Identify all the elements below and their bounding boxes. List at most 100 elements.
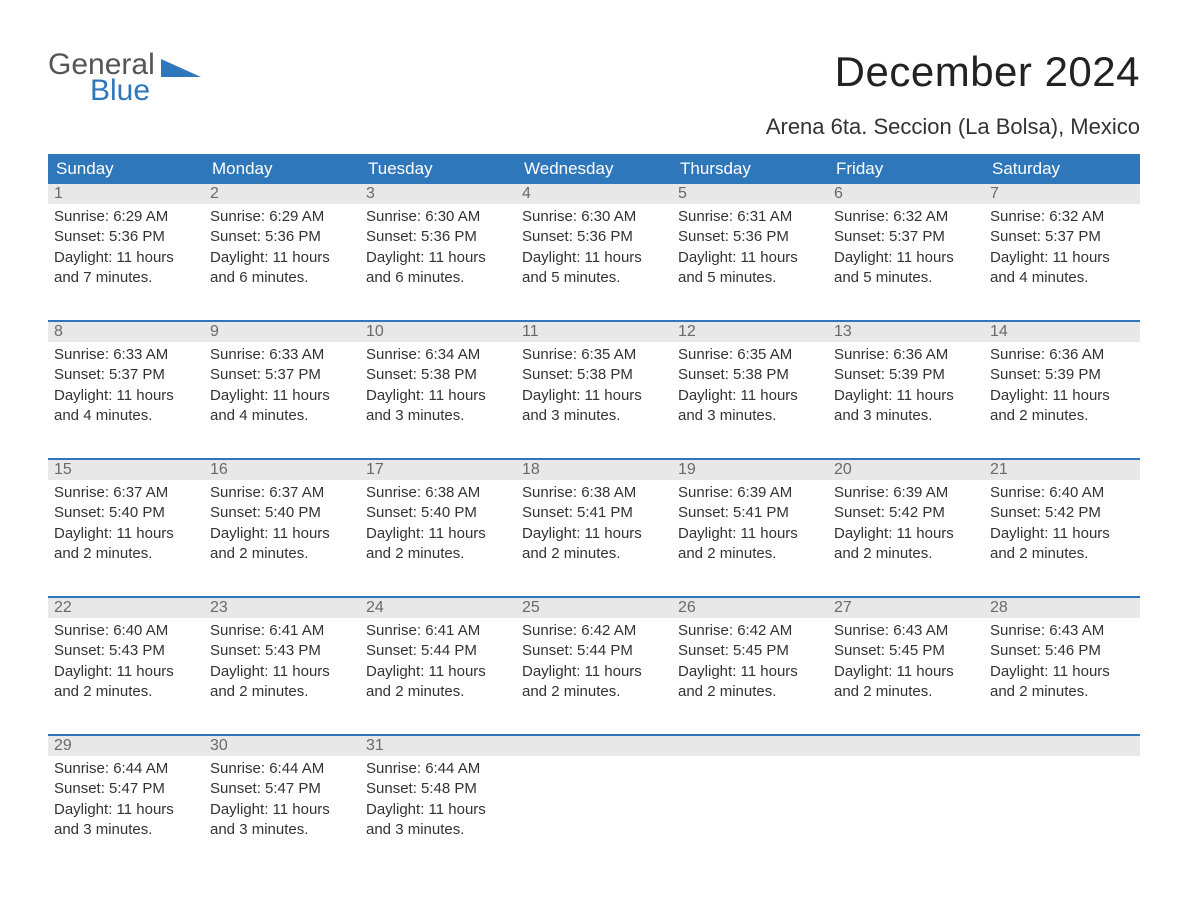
weekday-header: Sunday	[48, 154, 204, 184]
daylight-text: and 2 minutes.	[522, 682, 666, 702]
daylight-text: and 3 minutes.	[54, 820, 198, 840]
daylight-text: Daylight: 11 hours	[834, 386, 978, 406]
weekday-header: Thursday	[672, 154, 828, 184]
sunset-text: Sunset: 5:36 PM	[54, 227, 198, 247]
cell-body: Sunrise: 6:32 AMSunset: 5:37 PMDaylight:…	[828, 204, 984, 290]
day-number: 11	[516, 322, 672, 342]
day-number: 18	[516, 460, 672, 480]
calendar-cell: 5Sunrise: 6:31 AMSunset: 5:36 PMDaylight…	[672, 184, 828, 302]
day-number: 23	[204, 598, 360, 618]
sunset-text: Sunset: 5:36 PM	[678, 227, 822, 247]
daylight-text: and 3 minutes.	[366, 406, 510, 426]
sunset-text: Sunset: 5:40 PM	[54, 503, 198, 523]
cell-body: Sunrise: 6:36 AMSunset: 5:39 PMDaylight:…	[984, 342, 1140, 428]
calendar-cell	[516, 736, 672, 854]
sunrise-text: Sunrise: 6:31 AM	[678, 207, 822, 227]
calendar-week: 29Sunrise: 6:44 AMSunset: 5:47 PMDayligh…	[48, 734, 1140, 854]
sunrise-text: Sunrise: 6:44 AM	[54, 759, 198, 779]
calendar-week: 15 Sunrise: 6:37 AM Sunset: 5:40 PM Dayligh…	[48, 458, 1140, 578]
day-number: 22	[48, 598, 204, 618]
daylight-text: Daylight: 11 hours	[366, 662, 510, 682]
daylight-text: Daylight: 11 hours	[366, 386, 510, 406]
weekday-header: Monday	[204, 154, 360, 184]
calendar-cell: 29Sunrise: 6:44 AMSunset: 5:47 PMDayligh…	[48, 736, 204, 854]
daylight-text: and 2 minutes.	[210, 544, 354, 564]
daylight-text: and 2 minutes.	[366, 544, 510, 564]
day-number: 12	[672, 322, 828, 342]
day-number: 10	[360, 322, 516, 342]
sunrise-text: Sunrise: 6:37 AM	[210, 483, 354, 503]
day-number: 13	[828, 322, 984, 342]
calendar-cell: 21Sunrise: 6:40 AMSunset: 5:42 PMDayligh…	[984, 460, 1140, 578]
cell-body: Sunrise: 6:40 AMSunset: 5:43 PMDaylight:…	[48, 618, 204, 704]
cell-body: Sunrise: 6:30 AMSunset: 5:36 PMDaylight:…	[516, 204, 672, 290]
sunset-text: Sunset: 5:45 PM	[834, 641, 978, 661]
day-number: 26	[672, 598, 828, 618]
cell-body: Sunrise: 6:41 AMSunset: 5:44 PMDaylight:…	[360, 618, 516, 704]
calendar-cell: 23Sunrise: 6:41 AMSunset: 5:43 PMDayligh…	[204, 598, 360, 716]
calendar-cell: 14Sunrise: 6:36 AMSunset: 5:39 PMDayligh…	[984, 322, 1140, 440]
day-number: 4	[516, 184, 672, 204]
daylight-text: Daylight: 11 hours	[210, 524, 354, 544]
sunrise-text: Sunrise: 6:34 AM	[366, 345, 510, 365]
cell-body: Sunrise: 6:42 AMSunset: 5:45 PMDaylight:…	[672, 618, 828, 704]
calendar-cell: 11Sunrise: 6:35 AMSunset: 5:38 PMDayligh…	[516, 322, 672, 440]
day-number: 28	[984, 598, 1140, 618]
calendar-week: 22Sunrise: 6:40 AMSunset: 5:43 PMDayligh…	[48, 596, 1140, 716]
sunset-text: Sunset: 5:47 PM	[210, 779, 354, 799]
cell-body: Sunrise: 6:35 AMSunset: 5:38 PMDaylight:…	[516, 342, 672, 428]
sunrise-text: Sunrise: 6:41 AM	[366, 621, 510, 641]
cell-body: Sunrise: 6:38 AMSunset: 5:40 PMDaylight:…	[360, 480, 516, 566]
day-number: 29	[48, 736, 204, 756]
title-block: December 2024 Arena 6ta. Seccion (La Bol…	[766, 48, 1140, 140]
sunrise-text: Sunrise: 6:32 AM	[834, 207, 978, 227]
calendar-cell: 15Sunrise: 6:37 AMSunset: 5:40 PMDayligh…	[48, 460, 204, 578]
daylight-text: and 3 minutes.	[834, 406, 978, 426]
cell-body: Sunrise: 6:36 AMSunset: 5:39 PMDaylight:…	[828, 342, 984, 428]
sunset-text: Sunset: 5:37 PM	[834, 227, 978, 247]
day-number: 3	[360, 184, 516, 204]
sunrise-text: Sunrise: 6:39 AM	[834, 483, 978, 503]
cell-body: Sunrise: 6:34 AMSunset: 5:38 PMDaylight:…	[360, 342, 516, 428]
day-number: 16	[204, 460, 360, 480]
triangle-icon	[161, 59, 201, 77]
daylight-text: Daylight: 11 hours	[366, 800, 510, 820]
sunrise-text: Sunrise: 6:29 AM	[210, 207, 354, 227]
daylight-text: Daylight: 11 hours	[990, 662, 1134, 682]
daylight-text: and 2 minutes.	[678, 682, 822, 702]
day-number	[672, 736, 828, 756]
day-number	[516, 736, 672, 756]
sunset-text: Sunset: 5:37 PM	[54, 365, 198, 385]
sunset-text: Sunset: 5:36 PM	[366, 227, 510, 247]
daylight-text: and 2 minutes.	[678, 544, 822, 564]
cell-body: Sunrise: 6:33 AMSunset: 5:37 PMDaylight:…	[204, 342, 360, 428]
cell-body: Sunrise: 6:44 AMSunset: 5:48 PMDaylight:…	[360, 756, 516, 842]
daylight-text: and 3 minutes.	[522, 406, 666, 426]
daylight-text: Daylight: 11 hours	[834, 248, 978, 268]
sunset-text: Sunset: 5:37 PM	[990, 227, 1134, 247]
calendar-cell	[828, 736, 984, 854]
sunrise-text: Sunrise: 6:43 AM	[990, 621, 1134, 641]
calendar-cell: 6Sunrise: 6:32 AMSunset: 5:37 PMDaylight…	[828, 184, 984, 302]
daylight-text: Daylight: 11 hours	[522, 662, 666, 682]
day-number: 31	[360, 736, 516, 756]
daylight-text: Daylight: 11 hours	[990, 248, 1134, 268]
daylight-text: and 3 minutes.	[210, 820, 354, 840]
daylight-text: Daylight: 11 hours	[522, 386, 666, 406]
day-number: 8	[48, 322, 204, 342]
day-number: 6	[828, 184, 984, 204]
sunset-text: Sunset: 5:38 PM	[366, 365, 510, 385]
day-number: 15	[48, 460, 204, 480]
daylight-text: and 2 minutes.	[54, 682, 198, 702]
cell-body: Sunrise: 6:39 AMSunset: 5:41 PMDaylight:…	[672, 480, 828, 566]
daylight-text: Daylight: 11 hours	[678, 524, 822, 544]
daylight-text: Daylight: 11 hours	[834, 524, 978, 544]
daylight-text: Daylight: 11 hours	[678, 248, 822, 268]
month-title: December 2024	[766, 48, 1140, 96]
daylight-text: Daylight: 11 hours	[522, 524, 666, 544]
sunrise-text: Sunrise: 6:42 AM	[522, 621, 666, 641]
sunset-text: Sunset: 5:43 PM	[210, 641, 354, 661]
daylight-text: Daylight: 11 hours	[210, 386, 354, 406]
sunrise-text: Sunrise: 6:44 AM	[210, 759, 354, 779]
calendar-cell: 1Sunrise: 6:29 AMSunset: 5:36 PMDaylight…	[48, 184, 204, 302]
